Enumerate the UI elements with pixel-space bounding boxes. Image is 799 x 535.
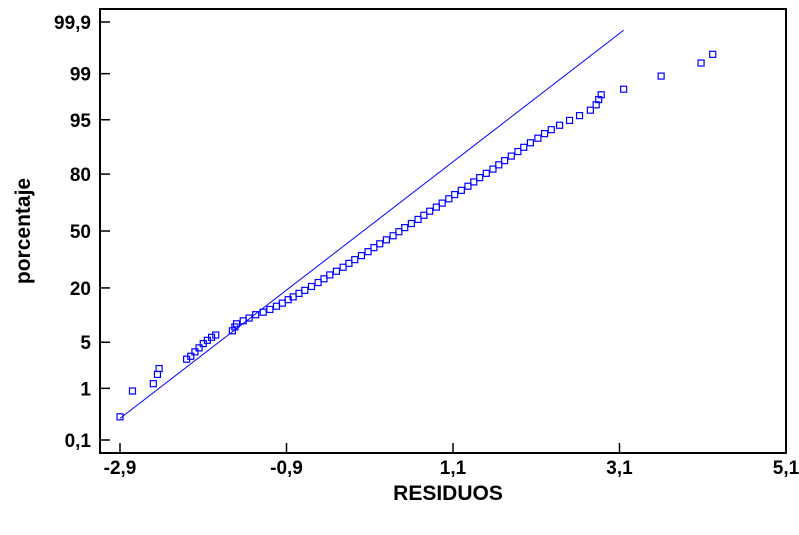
data-point <box>395 228 403 236</box>
y-tick-label: 1 <box>80 379 91 400</box>
data-point <box>597 91 605 99</box>
data-point <box>116 413 124 421</box>
y-axis: 0,1 1 5 20 50 80 95 99 99,9 <box>54 13 110 452</box>
y-tick-label: 0,1 <box>65 431 92 452</box>
reference-line <box>119 29 624 419</box>
data-point <box>575 112 584 120</box>
data-point <box>657 72 665 80</box>
data-point <box>376 240 384 248</box>
data-point <box>514 147 522 156</box>
data-point <box>266 305 274 314</box>
plot-area <box>99 8 787 454</box>
data-point <box>320 275 328 283</box>
data-point <box>482 169 490 177</box>
data-point <box>414 215 422 224</box>
data-point <box>407 219 415 228</box>
data-point <box>445 195 453 203</box>
y-tick-label: 5 <box>80 333 91 354</box>
data-point <box>364 248 372 256</box>
data-point <box>426 207 434 215</box>
x-tick-label: 1,1 <box>440 458 467 479</box>
data-point <box>476 174 484 182</box>
data-point <box>389 232 397 240</box>
x-tick-label: 3,1 <box>606 458 633 479</box>
data-point <box>420 211 428 219</box>
data-point <box>187 352 195 360</box>
data-point <box>540 130 549 138</box>
data-point <box>438 199 446 207</box>
data-point <box>212 331 220 339</box>
data-point <box>259 308 267 316</box>
y-tick-label: 80 <box>70 165 91 186</box>
data-point <box>149 380 157 388</box>
data-point <box>520 143 528 151</box>
data-point <box>370 244 378 252</box>
y-tick-label: 95 <box>70 111 92 132</box>
x-axis: -2,9 -0,9 1,1 3,1 5,1 <box>104 443 799 479</box>
data-point <box>709 50 717 58</box>
data-point <box>301 286 309 294</box>
y-axis-title: porcentaje <box>12 178 35 284</box>
data-point <box>401 224 409 232</box>
data-point <box>507 152 515 160</box>
data-point <box>128 387 137 395</box>
data-point <box>345 259 353 267</box>
data-point <box>351 256 359 264</box>
x-tick-label: 5,1 <box>773 458 799 479</box>
data-point <box>207 333 216 341</box>
data-point <box>534 134 542 142</box>
data-point <box>451 190 459 199</box>
data-point <box>307 282 316 291</box>
data-point <box>489 165 497 173</box>
data-point <box>501 157 509 165</box>
data-point <box>191 348 199 356</box>
data-point <box>432 203 440 211</box>
data-points <box>116 50 717 421</box>
x-tick-label: -0,9 <box>270 458 303 479</box>
data-point <box>339 263 347 271</box>
data-point <box>526 139 535 147</box>
x-axis-title: RESIDUOS <box>393 482 503 505</box>
y-tick-label: 50 <box>70 222 91 243</box>
data-point <box>457 186 465 194</box>
data-point <box>555 121 564 129</box>
data-point <box>464 182 472 190</box>
x-tick-label: -2,9 <box>104 458 137 479</box>
data-point <box>245 314 253 322</box>
y-tick-label: 20 <box>70 279 91 300</box>
y-tick-label: 99,9 <box>54 13 91 34</box>
data-point <box>232 320 241 328</box>
data-point <box>332 267 341 275</box>
data-point <box>470 178 478 186</box>
data-point <box>326 271 334 279</box>
y-tick-label: 99 <box>70 65 91 86</box>
data-point <box>565 116 574 125</box>
data-point <box>252 311 260 319</box>
data-point <box>382 236 390 244</box>
data-point <box>586 106 594 114</box>
data-point <box>697 59 705 67</box>
data-point <box>357 252 366 260</box>
data-point <box>620 85 628 93</box>
data-point <box>547 126 555 134</box>
data-point <box>495 161 503 169</box>
data-point <box>155 364 163 373</box>
data-point <box>314 278 322 287</box>
data-point <box>195 344 203 352</box>
